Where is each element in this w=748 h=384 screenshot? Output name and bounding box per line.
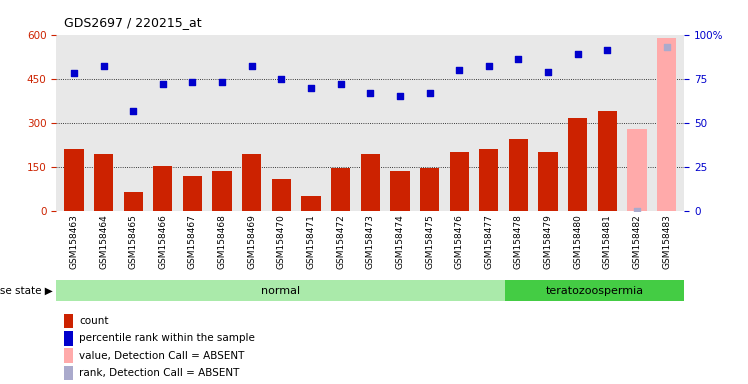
Point [334,81,346,87]
Bar [598,111,617,211]
Point [571,51,583,57]
Point [68,70,80,76]
Bar [509,139,528,211]
Bar [420,168,439,211]
Point [512,56,524,62]
Bar [242,154,261,211]
Point [305,84,317,91]
Bar [361,154,380,211]
Bar [505,280,684,301]
Point [453,67,465,73]
Bar [183,176,202,211]
Point [364,90,376,96]
Bar [390,170,410,211]
Bar [657,38,676,211]
Point [216,79,228,85]
Text: count: count [79,316,108,326]
Bar [479,149,498,211]
Point [275,76,287,82]
Bar [301,197,321,211]
Text: rank, Detection Call = ABSENT: rank, Detection Call = ABSENT [79,368,239,378]
Bar [94,154,113,211]
Bar [64,149,84,211]
Point [631,208,643,214]
Point [423,90,435,96]
Bar [272,179,291,211]
Bar [331,168,350,211]
Text: normal: normal [261,286,300,296]
Point [186,79,198,85]
Point [157,81,169,87]
Bar [539,152,558,211]
Bar [450,152,469,211]
Bar [153,166,173,211]
Point [394,93,406,99]
Bar [212,172,232,211]
Point [482,63,494,70]
Point [542,69,554,75]
Point [246,63,258,70]
Text: percentile rank within the sample: percentile rank within the sample [79,333,255,343]
Point [127,108,139,114]
Point [660,44,672,50]
Text: GDS2697 / 220215_at: GDS2697 / 220215_at [64,16,201,29]
Point [601,47,613,53]
Bar [568,119,587,211]
Point [97,63,109,70]
Text: teratozoospermia: teratozoospermia [545,286,644,296]
Text: value, Detection Call = ABSENT: value, Detection Call = ABSENT [79,351,245,361]
Bar [123,192,143,211]
Bar [628,129,646,211]
Bar [56,280,505,301]
Text: disease state ▶: disease state ▶ [0,286,52,296]
